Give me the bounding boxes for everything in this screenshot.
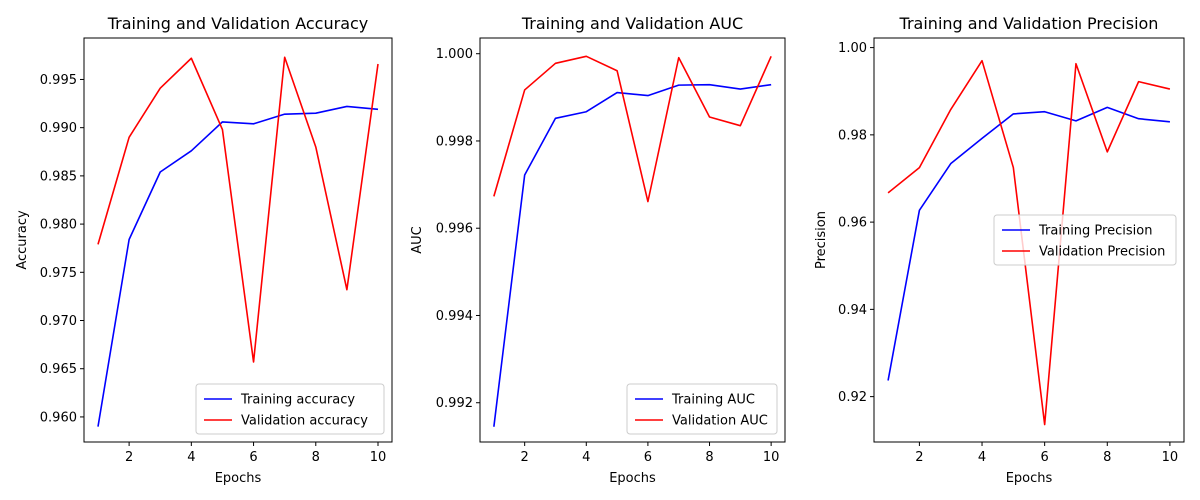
y-tick-label: 0.992: [436, 396, 473, 411]
x-axis-label: Epochs: [609, 471, 656, 486]
y-tick-label: 0.960: [40, 410, 77, 425]
y-tick-label: 0.94: [838, 303, 867, 318]
y-tick-label: 0.96: [838, 216, 867, 231]
y-tick-label: 0.985: [40, 169, 77, 184]
x-tick-label: 10: [370, 450, 387, 465]
legend-entry-label: Validation Precision: [1039, 245, 1165, 260]
legend: Training Precision Validation Precision: [993, 214, 1177, 266]
x-tick-label: 2: [521, 450, 529, 465]
y-tick-label: 0.996: [436, 222, 473, 237]
chart-title: Training and Validation Accuracy: [107, 14, 369, 33]
y-tick-label: 0.990: [40, 121, 77, 136]
series-line-training: [493, 83, 772, 427]
y-axis-label: Accuracy: [15, 210, 30, 270]
x-tick-label: 2: [125, 450, 133, 465]
legend-entry-label: Training AUC: [671, 393, 755, 408]
y-tick-label: 0.975: [40, 266, 77, 281]
y-axis-label: Precision: [814, 211, 829, 269]
y-tick-label: 0.995: [40, 73, 77, 88]
x-tick-label: 4: [978, 450, 986, 465]
x-tick-label: 2: [915, 450, 923, 465]
y-tick-label: 0.98: [838, 128, 867, 143]
legend-box: [195, 383, 385, 435]
y-tick-label: 0.994: [436, 309, 473, 324]
x-tick-label: 10: [1162, 450, 1179, 465]
legend: Training accuracy Validation accuracy: [195, 383, 385, 435]
y-tick-label: 0.92: [838, 390, 867, 405]
legend-entry-label: Training accuracy: [240, 393, 355, 408]
legend: Training AUC Validation AUC: [626, 383, 778, 435]
y-tick-label: 0.970: [40, 314, 77, 329]
x-tick-label: 10: [763, 450, 780, 465]
x-tick-label: 6: [249, 450, 257, 465]
series-line-training: [887, 106, 1170, 381]
x-tick-label: 8: [312, 450, 320, 465]
plot-area-frame: [83, 37, 393, 443]
chart-title: Training and Validation AUC: [521, 14, 743, 33]
chart-panel-2: 2 4 6 8 10 0.992 0.994 0.996 0.998 1.000 Training …: [410, 14, 786, 486]
y-tick-label: 1.000: [436, 47, 473, 62]
plot-area-frame: [873, 37, 1185, 443]
chart-panel-3: 2 4 6 8 10 0.92 0.94 0.96 0.98 1.00 Training and V…: [814, 14, 1185, 486]
legend-entry-label: Validation accuracy: [241, 414, 368, 429]
y-tick-label: 0.998: [436, 134, 473, 149]
legend-box: [993, 214, 1177, 266]
x-tick-label: 4: [187, 450, 195, 465]
x-tick-label: 6: [644, 450, 652, 465]
series-line-validation: [97, 56, 379, 363]
plot-area-frame: [479, 37, 786, 443]
series-line-validation: [493, 55, 772, 203]
x-tick-label: 6: [1041, 450, 1049, 465]
x-axis-label: Epochs: [215, 471, 262, 486]
chart-panel-1: 2 4 6 8 10 0.960 0.965 0.970 0.975 0.980 0.985 0.99…: [15, 14, 393, 486]
x-axis-label: Epochs: [1006, 471, 1053, 486]
series-line-training: [97, 105, 379, 427]
legend-box: [626, 383, 778, 435]
y-tick-label: 0.965: [40, 362, 77, 377]
legend-entry-label: Validation AUC: [672, 414, 768, 429]
legend-entry-label: Training Precision: [1038, 224, 1152, 239]
y-tick-label: 0.980: [40, 218, 77, 233]
y-axis-label: AUC: [410, 226, 425, 254]
y-tick-label: 1.00: [838, 41, 867, 56]
series-line-validation: [887, 59, 1171, 426]
x-tick-label: 4: [582, 450, 590, 465]
x-tick-label: 8: [1103, 450, 1111, 465]
chart-title: Training and Validation Precision: [899, 14, 1159, 33]
x-tick-label: 8: [705, 450, 713, 465]
